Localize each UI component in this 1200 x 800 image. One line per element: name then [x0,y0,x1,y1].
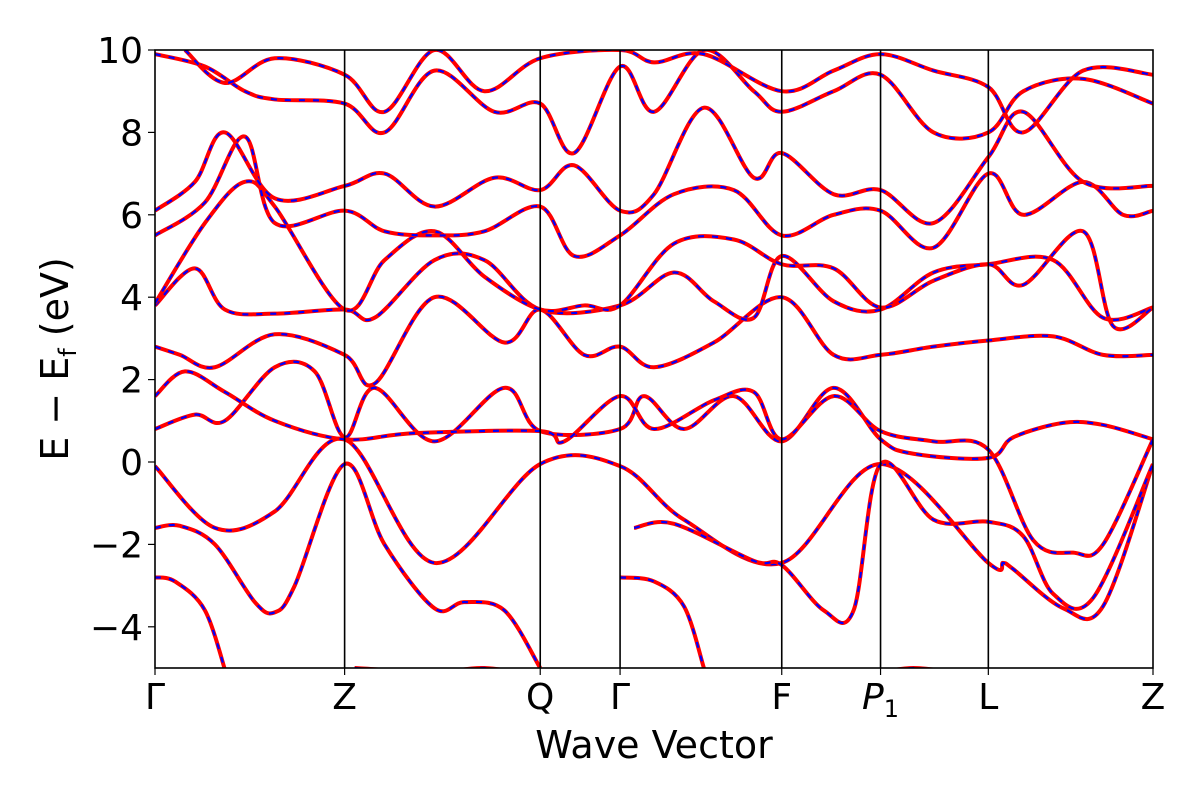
band-3-dft [155,359,1153,461]
band-7-model [155,180,1153,331]
band-7-dft [155,179,1153,332]
band-4-model [155,370,1153,557]
x-tick-label-3: Γ [610,677,630,718]
band-12-model [354,666,498,668]
band-2-dft [155,436,1153,622]
band-4-dft [155,369,1153,558]
x-tick-label-1: Z [332,677,357,718]
band-1-dft [155,461,542,668]
y-axis-title-main: E − E [33,357,77,461]
y-axis-title-sub: f [54,348,82,357]
y-tick-label: 10 [97,31,143,72]
band-13-model [619,576,705,668]
y-tick-label: −4 [90,608,143,649]
x-tick-label-6: L [978,677,998,718]
y-tick-label: 0 [120,443,143,484]
high-symmetry-lines [343,50,990,668]
x-axis-title: Wave Vector [535,723,773,767]
y-axis-ticks: −4 −2 0 2 4 6 8 10 [90,31,155,649]
x-tick-label-0: Γ [145,677,165,718]
band-10-model [155,50,1153,155]
y-tick-label: 6 [120,196,143,237]
band-10-dft [155,50,1153,156]
y-tick-label: 2 [120,361,143,402]
y-tick-label: 8 [120,113,143,154]
band-12-dft [354,665,505,668]
x-tick-label-7: Z [1141,677,1166,718]
plot-frame [154,49,1154,669]
y-axis-title-unit: (eV) [33,257,77,348]
band-lines [155,50,1153,668]
band-5-model [155,295,1153,387]
band-9-model [155,106,1153,225]
band-0-model [155,576,226,668]
band-13-dft [619,575,706,668]
x-tick-label-2: Q [526,677,554,718]
x-tick-label-4: F [771,677,792,718]
band-14-dft [633,459,1153,625]
y-axis-title: E − Ef (eV) [33,257,82,461]
band-8-model [155,135,1153,259]
band-0-dft [155,575,227,668]
band-11-model [184,50,1153,134]
band-1-model [155,462,542,668]
y-tick-label: 4 [120,278,143,319]
x-axis-ticks: Γ Z Q Γ F P1 L Z [145,668,1165,723]
band-2-model [155,437,1153,621]
x-tick-label-5: P1 [862,677,899,723]
band-11-dft [183,50,1153,135]
y-tick-label: −2 [90,525,143,566]
